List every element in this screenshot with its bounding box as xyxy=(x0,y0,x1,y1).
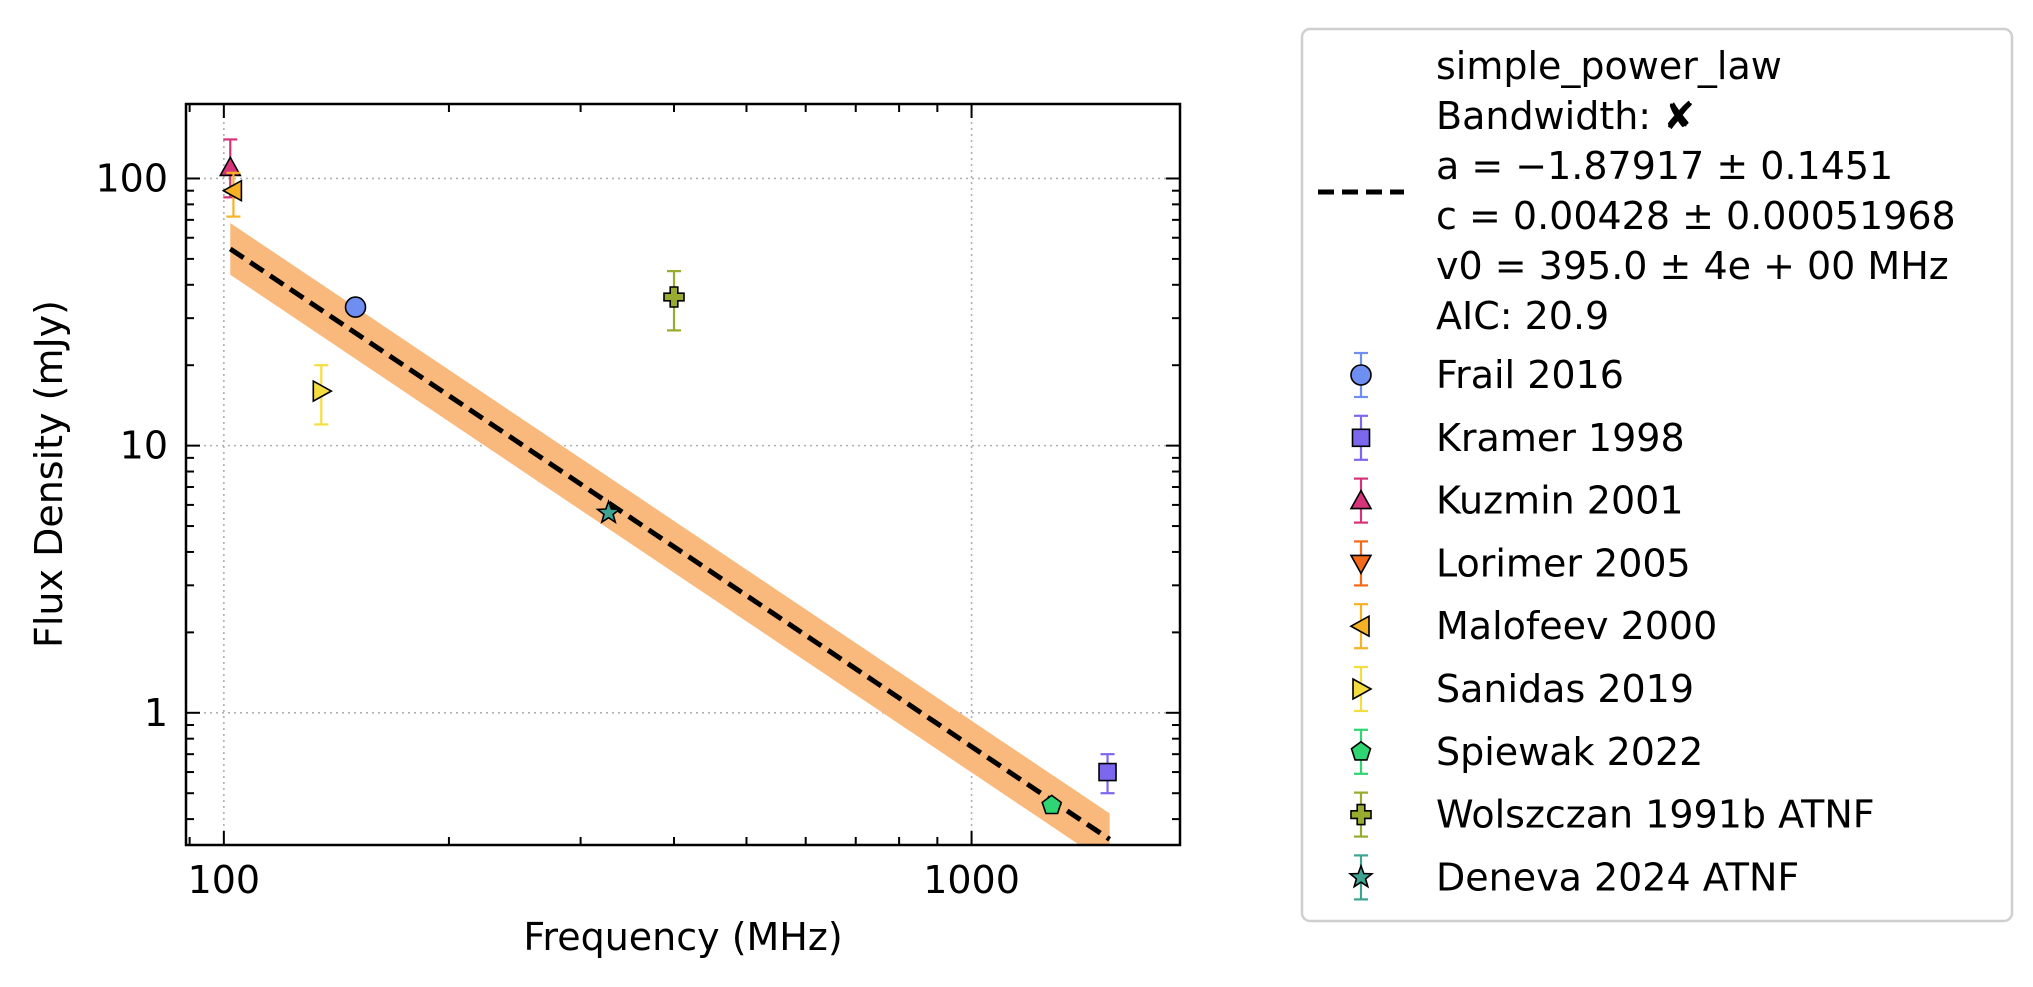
legend-marker xyxy=(1347,863,1375,889)
legend-label: Frail 2016 xyxy=(1436,353,1624,397)
legend-marker xyxy=(1349,488,1373,510)
data-point xyxy=(218,155,242,177)
legend-fit-line: Bandwidth: ✘ xyxy=(1436,94,1695,138)
x-tick-label: 100 xyxy=(188,858,261,902)
legend-item: Deneva 2024 ATNF xyxy=(1347,854,1799,901)
legend-label: Kramer 1998 xyxy=(1436,416,1685,460)
legend-fit-entry: simple_power_law Bandwidth: ✘ a = −1.87917… xyxy=(1318,44,1956,338)
legend-label: Deneva 2024 ATNF xyxy=(1436,855,1799,899)
legend-label: Kuzmin 2001 xyxy=(1436,479,1684,523)
data-point xyxy=(663,286,685,308)
axis-ticks xyxy=(186,104,1180,845)
legend-marker xyxy=(1350,364,1372,386)
data-point xyxy=(344,296,367,318)
legend-fit-line: simple_power_law xyxy=(1436,44,1782,88)
fit-line xyxy=(228,246,1112,842)
legend-item: Malofeev 2000 xyxy=(1349,603,1717,650)
plot-area xyxy=(186,104,1180,845)
grid-lines xyxy=(186,104,1180,845)
legend-marker xyxy=(1350,740,1372,761)
legend-marker xyxy=(1352,677,1373,701)
legend-label: Lorimer 2005 xyxy=(1436,541,1691,585)
legend-marker xyxy=(1349,554,1373,576)
data-point xyxy=(221,179,243,203)
legend-label: Sanidas 2019 xyxy=(1436,667,1694,711)
legend-fit-line: AIC: 20.9 xyxy=(1436,294,1609,338)
data-point xyxy=(312,379,333,403)
data-point xyxy=(1098,762,1117,782)
legend-box xyxy=(1300,27,2014,923)
x-axis-label: Frequency (MHz) xyxy=(523,915,842,959)
data-point xyxy=(1041,794,1063,815)
legend-fit-line: c = 0.00428 ± 0.00051968 xyxy=(1436,194,1956,238)
legend-fit-text: simple_power_law Bandwidth: ✘ a = −1.87917… xyxy=(1436,44,1956,338)
data-points-layer xyxy=(218,138,1117,815)
legend-marker xyxy=(1350,803,1372,826)
data-point xyxy=(595,499,622,525)
fit-line-layer xyxy=(228,246,1112,842)
legend-item: Spiewak 2022 xyxy=(1350,728,1703,775)
legend-item: Kuzmin 2001 xyxy=(1349,477,1684,524)
legend-marker xyxy=(1351,428,1371,448)
legend-fit-line: a = −1.87917 ± 0.1451 xyxy=(1436,144,1893,188)
plot-frame xyxy=(184,102,1182,847)
legend-item: Wolszczan 1991b ATNF xyxy=(1350,791,1875,838)
legend-fit-line: v0 = 395.0 ± 4e + 00 MHz xyxy=(1436,244,1949,288)
legend-label: Malofeev 2000 xyxy=(1436,604,1717,648)
legend-series-entries: Frail 2016 Kramer 1998 Kuzmin 2001 Lorimer … xyxy=(1347,351,1875,901)
legend-item: Kramer 1998 xyxy=(1351,414,1685,461)
legend-label: Wolszczan 1991b ATNF xyxy=(1436,793,1875,837)
legend-label: Spiewak 2022 xyxy=(1436,730,1703,774)
y-axis-label: Flux Density (mJy) xyxy=(27,300,71,648)
legend-item: Sanidas 2019 xyxy=(1352,665,1694,713)
y-tick-label: 1 xyxy=(144,691,168,735)
legend-item: Frail 2016 xyxy=(1350,351,1624,399)
y-tick-label: 100 xyxy=(95,156,168,200)
x-tick-label: 1000 xyxy=(923,858,1020,902)
y-tick-label: 10 xyxy=(120,424,168,468)
axis-tick-labels: 100 1000 1 10 100 xyxy=(95,156,1019,902)
legend-marker xyxy=(1349,614,1370,638)
legend-item: Lorimer 2005 xyxy=(1349,540,1691,587)
